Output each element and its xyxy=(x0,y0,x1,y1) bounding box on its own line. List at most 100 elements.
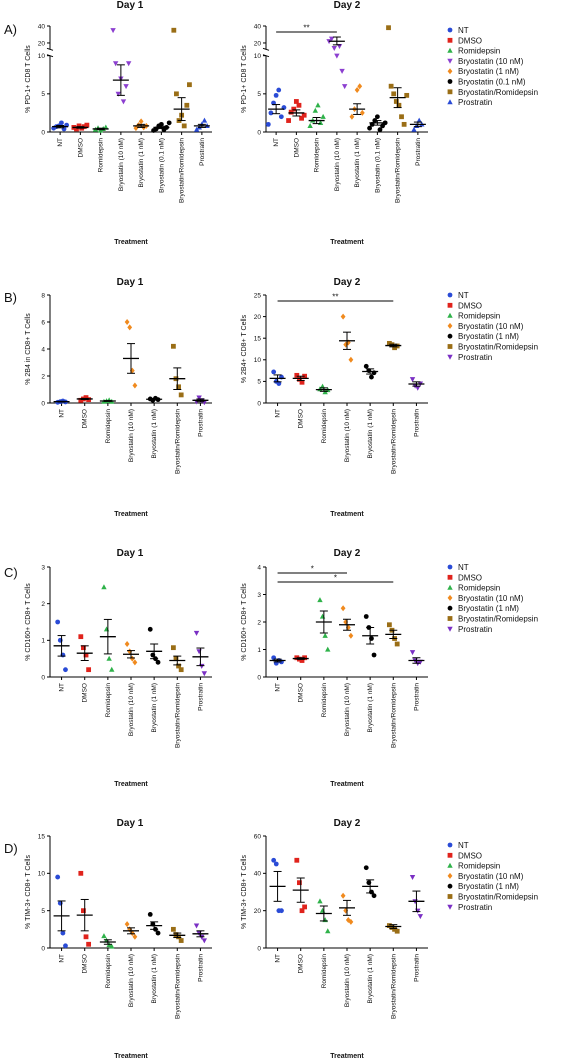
x-axis-label: Treatment xyxy=(114,1053,148,1060)
x-tick-label: Romidepsin xyxy=(105,954,112,989)
y-tick-label: 0 xyxy=(41,400,45,407)
significance-label: ** xyxy=(332,293,338,302)
x-tick-label: Bryostatin (1 nM) xyxy=(367,954,374,1004)
data-point xyxy=(348,918,354,925)
legend-marker xyxy=(447,99,453,105)
legend-entry: DMSO xyxy=(458,851,482,860)
data-point xyxy=(322,632,328,638)
x-tick-label: NT xyxy=(59,954,66,963)
legend-marker xyxy=(447,883,453,889)
data-point xyxy=(302,904,308,910)
y-tick-label: 3 xyxy=(257,592,261,599)
chart-title: Day 1 xyxy=(117,277,144,288)
legend-marker xyxy=(447,47,453,53)
legend-marker xyxy=(447,333,453,339)
data-point xyxy=(83,934,89,940)
x-tick-label: NT xyxy=(275,409,282,418)
legend-entry: DMSO xyxy=(458,301,482,310)
legend-marker xyxy=(447,354,453,360)
data-point xyxy=(357,83,363,90)
data-point xyxy=(176,384,181,390)
data-point xyxy=(369,374,374,380)
data-point xyxy=(173,656,179,662)
y-tick-label: 4 xyxy=(41,346,45,353)
data-point xyxy=(371,652,377,658)
data-point xyxy=(178,392,184,398)
chart-title: Day 2 xyxy=(334,818,361,829)
y-axis-label: % PD-1+ CD8 T Cells xyxy=(25,45,32,113)
data-point xyxy=(124,641,130,647)
data-point xyxy=(416,117,422,123)
data-point xyxy=(112,61,119,67)
legend-marker xyxy=(447,894,453,899)
data-point xyxy=(84,122,90,128)
x-tick-label: NT xyxy=(59,683,66,692)
data-point xyxy=(173,932,179,937)
data-point xyxy=(136,122,141,129)
data-point xyxy=(299,115,304,121)
data-point xyxy=(109,666,115,672)
y-tick-label: 5 xyxy=(41,91,45,98)
chart-panel-7: Day 2 0 20 40 60 % TIM-3+ CD8+ T Cells NT DMSO R… xyxy=(241,818,428,1060)
data-point xyxy=(417,914,424,920)
x-tick-label: DMSO xyxy=(293,138,300,158)
data-point xyxy=(392,345,397,351)
legend-entry: Prostratin xyxy=(458,353,492,362)
data-point xyxy=(81,645,86,651)
data-point xyxy=(340,605,346,612)
x-tick-label: Prostratin xyxy=(197,954,204,982)
data-point xyxy=(199,663,205,669)
data-point xyxy=(147,912,153,917)
data-point xyxy=(265,121,271,127)
x-tick-label: Bryostatin (1 nM) xyxy=(151,409,158,459)
data-point xyxy=(181,123,187,129)
data-point xyxy=(296,102,302,108)
legend-marker xyxy=(447,302,453,308)
chart-panel-5: Day 2 0 1 2 3 4 % CD160+ CD8+ T Cells NT DMSO Rom… xyxy=(241,548,428,788)
data-point xyxy=(294,372,300,378)
legend-entry: Bryostatin (1 nM) xyxy=(458,882,519,891)
x-tick-label: Bryostatin/Romidepsin xyxy=(390,409,397,474)
legend-marker xyxy=(447,68,453,75)
data-point xyxy=(201,938,208,944)
data-point xyxy=(317,597,323,603)
y-tick-label: 1 xyxy=(257,647,261,654)
y-tick-label: 8 xyxy=(41,292,45,299)
data-point xyxy=(193,630,200,636)
significance-label: * xyxy=(311,565,314,574)
legend-entry: Bryostatin (1 nM) xyxy=(458,67,519,76)
x-tick-label: Bryostatin/Romidepsin xyxy=(179,138,186,203)
data-point xyxy=(170,343,176,349)
data-point xyxy=(178,938,184,943)
data-point xyxy=(401,121,407,127)
data-point xyxy=(388,83,394,89)
data-point xyxy=(334,53,340,59)
data-point xyxy=(201,117,208,123)
data-point xyxy=(129,930,135,937)
data-point xyxy=(297,880,302,886)
legend-marker xyxy=(447,564,453,570)
data-point xyxy=(103,626,110,632)
data-point xyxy=(317,898,323,904)
data-point xyxy=(196,649,202,655)
x-tick-label: DMSO xyxy=(77,138,84,158)
y-axis-label: % CD160+ CD8+ T Cells xyxy=(25,583,32,661)
y-tick-label: 20 xyxy=(254,908,262,915)
data-point xyxy=(325,646,331,652)
chart-title: Day 2 xyxy=(334,277,361,288)
data-point xyxy=(399,114,404,120)
data-point xyxy=(278,114,284,120)
data-point xyxy=(328,36,335,42)
y-tick-label: 6 xyxy=(41,319,45,326)
y-tick-label: 10 xyxy=(254,357,262,364)
data-point xyxy=(174,91,179,97)
data-point xyxy=(123,84,129,90)
data-point xyxy=(125,61,132,67)
legend-entry: Bryostatin (10 nM) xyxy=(458,594,524,603)
x-tick-label: Romidepsin xyxy=(98,138,105,173)
panel-label: B) xyxy=(4,290,17,305)
data-point xyxy=(279,908,284,914)
data-point xyxy=(78,397,84,403)
significance-label: ** xyxy=(303,24,309,33)
x-tick-label: NT xyxy=(59,409,66,418)
